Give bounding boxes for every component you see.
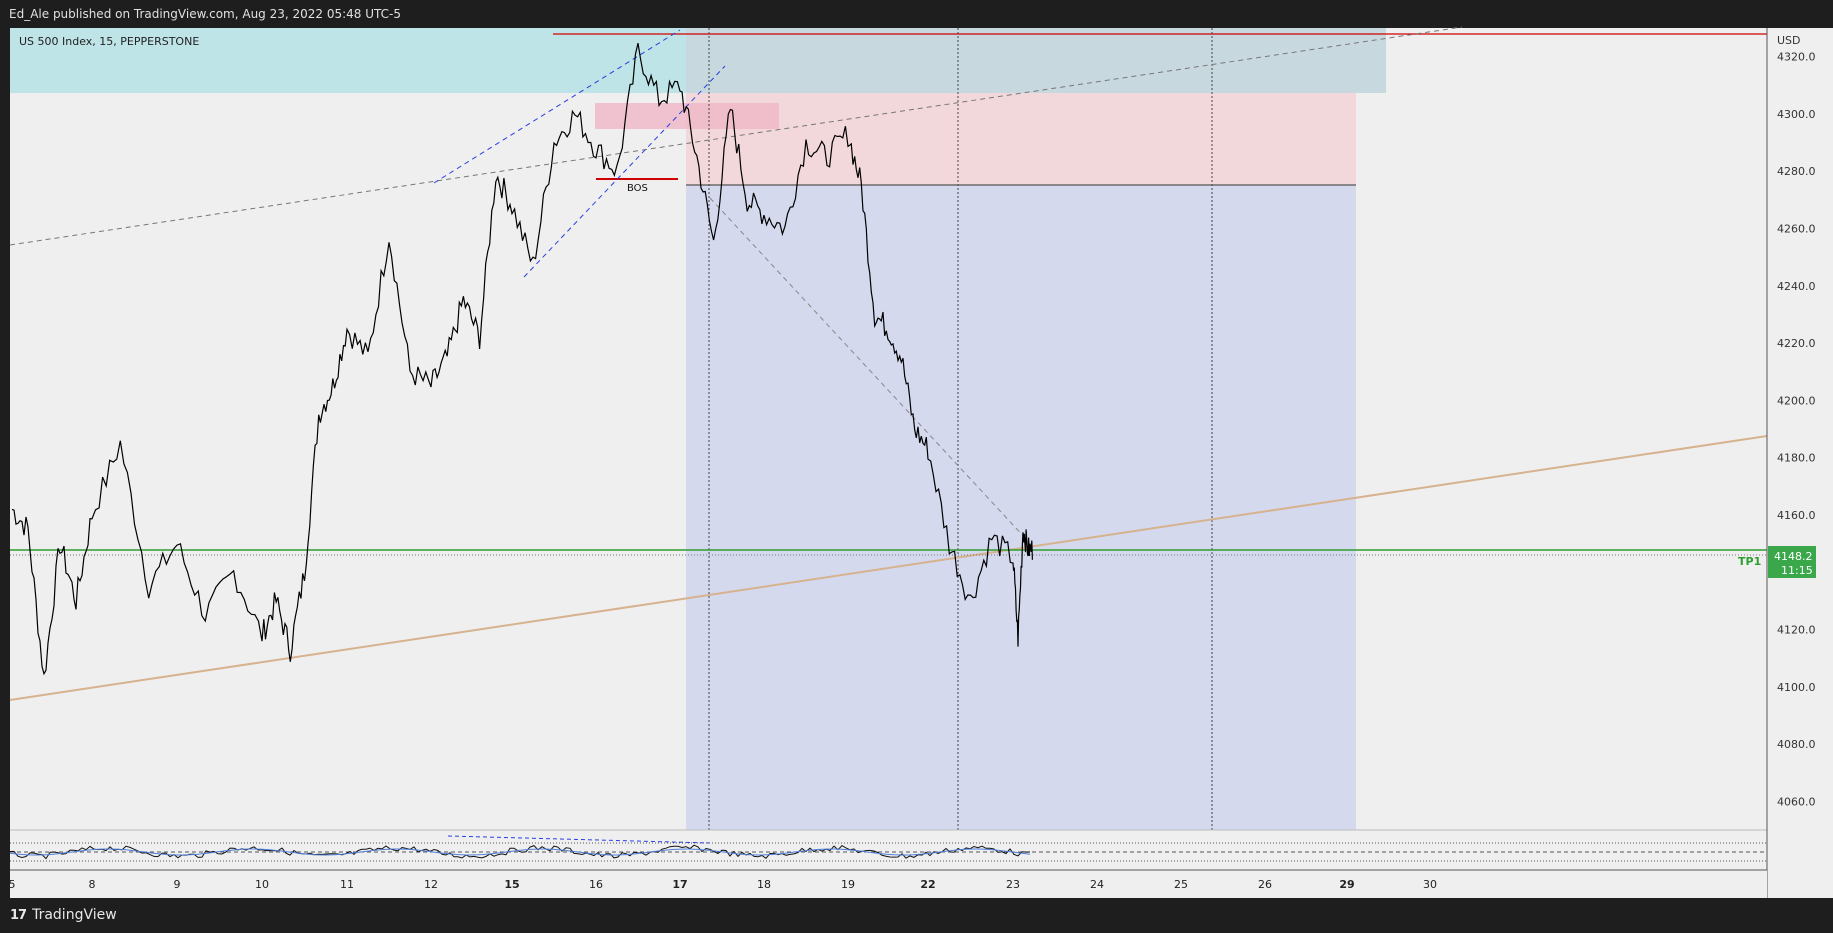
target-zone[interactable] — [686, 185, 1356, 830]
last-price-badge[interactable] — [1768, 546, 1816, 578]
time-axis[interactable] — [10, 870, 1767, 898]
publish-text: Ed_Ale published on TradingView.com, Aug… — [9, 7, 402, 21]
y-tick-10: 4120.0 — [1777, 624, 1816, 637]
indicator-pane[interactable] — [10, 830, 1767, 870]
tp-label: TP1 — [1738, 555, 1761, 568]
x-tick-16: 16 — [589, 878, 603, 891]
x-tick-15: 15 — [504, 878, 519, 891]
y-tick-3: 4260.0 — [1777, 223, 1816, 236]
bos-label: BOS — [627, 183, 648, 194]
footer-bar — [0, 898, 1833, 933]
tradingview-logo-icon: 17 — [10, 907, 27, 923]
x-tick-24: 24 — [1090, 878, 1104, 891]
y-tick-1: 4300.0 — [1777, 108, 1816, 121]
last-price-timer: 11:15 — [1781, 564, 1813, 577]
gray-trendline[interactable] — [9, 26, 1463, 246]
x-tick-25: 25 — [1174, 878, 1188, 891]
price-line[interactable] — [11, 42, 1033, 676]
x-tick-26: 26 — [1258, 878, 1272, 891]
x-tick-30: 30 — [1423, 878, 1437, 891]
x-tick-22: 22 — [920, 878, 935, 891]
publish-header: Ed_Ale published on TradingView.com, Aug… — [0, 0, 1833, 28]
x-tick-23: 23 — [1006, 878, 1020, 891]
divergence-line[interactable] — [447, 835, 711, 844]
y-tick-11: 4100.0 — [1777, 681, 1816, 694]
x-tick-18: 18 — [757, 878, 771, 891]
oscillator-signal — [9, 848, 1031, 856]
y-tick-labels: 4320.0 4300.0 4280.0 4260.0 4240.0 4220.0 4200… — [1777, 51, 1816, 809]
oscillator-line[interactable] — [9, 844, 1031, 860]
x-tick-labels: 5 8 9 10 11 12 15 16 17 18 19 22 23 24 25 26 29 30 — [9, 878, 1438, 891]
y-tick-7: 4180.0 — [1777, 452, 1816, 465]
chart-title: US 500 Index, 15, PEPPERSTONE — [19, 35, 199, 48]
y-tick-4: 4240.0 — [1777, 280, 1816, 293]
x-tick-11: 11 — [340, 878, 354, 891]
x-tick-19: 19 — [841, 878, 855, 891]
y-tick-0: 4320.0 — [1777, 51, 1816, 64]
y-tick-6: 4200.0 — [1777, 394, 1816, 407]
x-tick-17: 17 — [672, 878, 687, 891]
y-tick-13: 4060.0 — [1777, 795, 1816, 808]
price-axis[interactable] — [1767, 28, 1833, 898]
x-tick-9: 9 — [174, 878, 181, 891]
price-axis-unit: USD — [1777, 34, 1801, 47]
y-tick-8: 4160.0 — [1777, 509, 1816, 522]
last-price-value: 4148.2 — [1774, 550, 1813, 563]
channel-upper[interactable] — [433, 29, 681, 184]
tradingview-logo[interactable]: 17 TradingView — [10, 905, 117, 925]
target-projection-line[interactable] — [709, 197, 1028, 541]
x-tick-5: 5 — [9, 878, 16, 891]
support-trendline[interactable] — [9, 435, 1768, 701]
y-tick-5: 4220.0 — [1777, 337, 1816, 350]
x-tick-12: 12 — [424, 878, 438, 891]
y-tick-12: 4080.0 — [1777, 738, 1816, 751]
x-tick-8: 8 — [89, 878, 96, 891]
x-tick-29: 29 — [1339, 878, 1354, 891]
brand-name: TradingView — [32, 907, 117, 923]
channel-lower[interactable] — [523, 65, 726, 278]
supply-overlap — [686, 28, 1386, 93]
stop-zone[interactable] — [686, 93, 1356, 185]
x-tick-10: 10 — [255, 878, 269, 891]
y-tick-2: 4280.0 — [1777, 165, 1816, 178]
